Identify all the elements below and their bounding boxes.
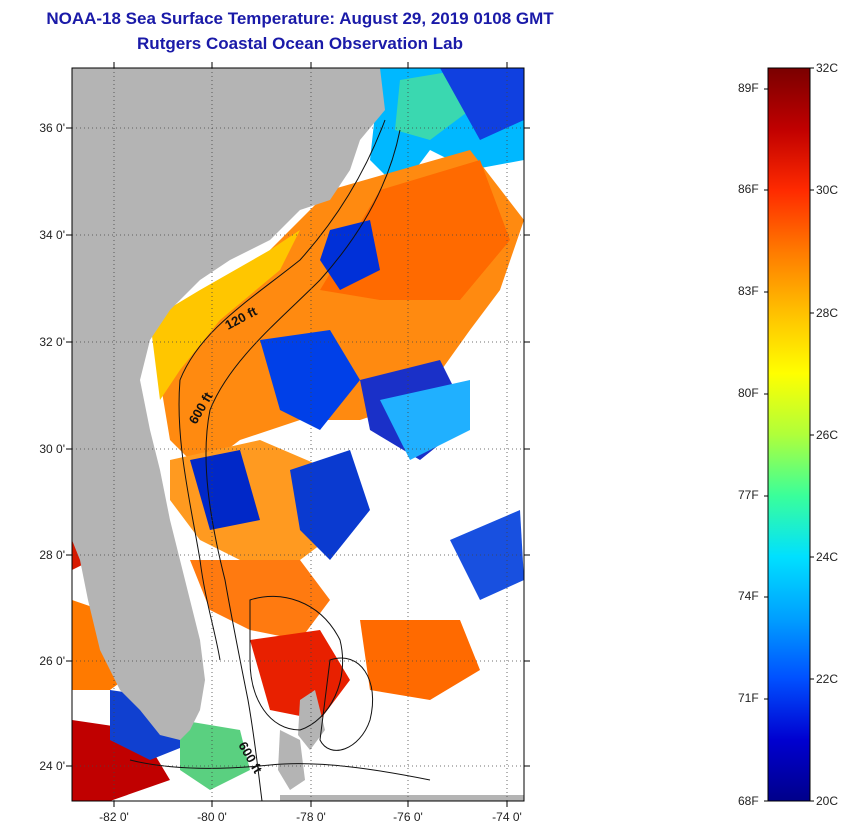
map-plot-area [72, 68, 524, 801]
sst-blue-offshore-ne [440, 68, 524, 140]
colorbar [767, 67, 811, 802]
lat-label-28: 28 0' [39, 548, 65, 562]
colorbar-f-86: 86F [738, 182, 759, 196]
colorbar-f-80: 80F [738, 386, 759, 400]
colorbar-ticks [764, 67, 814, 802]
contour-bahamas-1 [249, 595, 344, 731]
lat-label-26: 26 0' [39, 654, 65, 668]
lat-label-34: 34 0' [39, 228, 65, 242]
colorbar-c-22: 22C [816, 672, 839, 686]
land-mass [72, 68, 385, 740]
lat-label-36: 36 0' [39, 121, 65, 135]
lon-label-78: -78 0' [296, 810, 326, 824]
colorbar-f-89: 89F [738, 81, 759, 95]
axis-ticks [66, 62, 530, 807]
contour-600ft [205, 129, 401, 801]
sst-blue-mid-2 [290, 450, 370, 560]
sst-blue-mid [190, 450, 260, 530]
colorbar-f-68: 68F [738, 794, 759, 808]
lon-label-82: -82 0' [99, 810, 129, 824]
contour-keys [129, 759, 431, 781]
lon-label-80: -80 0' [197, 810, 227, 824]
lat-label-24: 24 0' [39, 759, 65, 773]
sst-blue-patch-1 [320, 220, 380, 290]
land-cuba-edge [280, 795, 524, 801]
colorbar-f-71: 71F [738, 691, 759, 705]
map-title: NOAA-18 Sea Surface Temperature: August … [46, 9, 554, 28]
lat-label-30: 30 0' [39, 442, 65, 456]
colorbar-f-83: 83F [738, 284, 759, 298]
lat-label-32: 32 0' [39, 335, 65, 349]
sst-yellow-shelf [150, 230, 300, 400]
colorbar-f-77: 77F [738, 488, 759, 502]
land-andros [278, 730, 305, 790]
sst-cyan-edge [380, 380, 470, 460]
colorbar-c-32: 32C [816, 61, 839, 75]
sst-blue-patch-2 [260, 330, 360, 430]
depth-contours [129, 119, 431, 801]
land-bahamas-1 [298, 690, 325, 750]
graticule [72, 68, 524, 801]
map-frame [71, 67, 525, 802]
contour-120ft [178, 119, 386, 661]
lon-label-76: -76 0' [393, 810, 423, 824]
colorbar-f-74: 74F [738, 589, 759, 603]
lon-label-74: -74 0' [492, 810, 522, 824]
map-subtitle: Rutgers Coastal Ocean Observation Lab [137, 34, 463, 53]
colorbar-c-30: 30C [816, 183, 839, 197]
colorbar-c-26: 26C [816, 428, 839, 442]
contour-bahamas-2 [319, 657, 374, 751]
sst-blue-east-patch [450, 510, 524, 600]
colorbar-c-24: 24C [816, 550, 839, 564]
sst-orange-bahamas-east [360, 620, 480, 700]
colorbar-c-20: 20C [816, 794, 839, 808]
sst-keys-green [180, 720, 250, 790]
colorbar-c-28: 28C [816, 306, 839, 320]
